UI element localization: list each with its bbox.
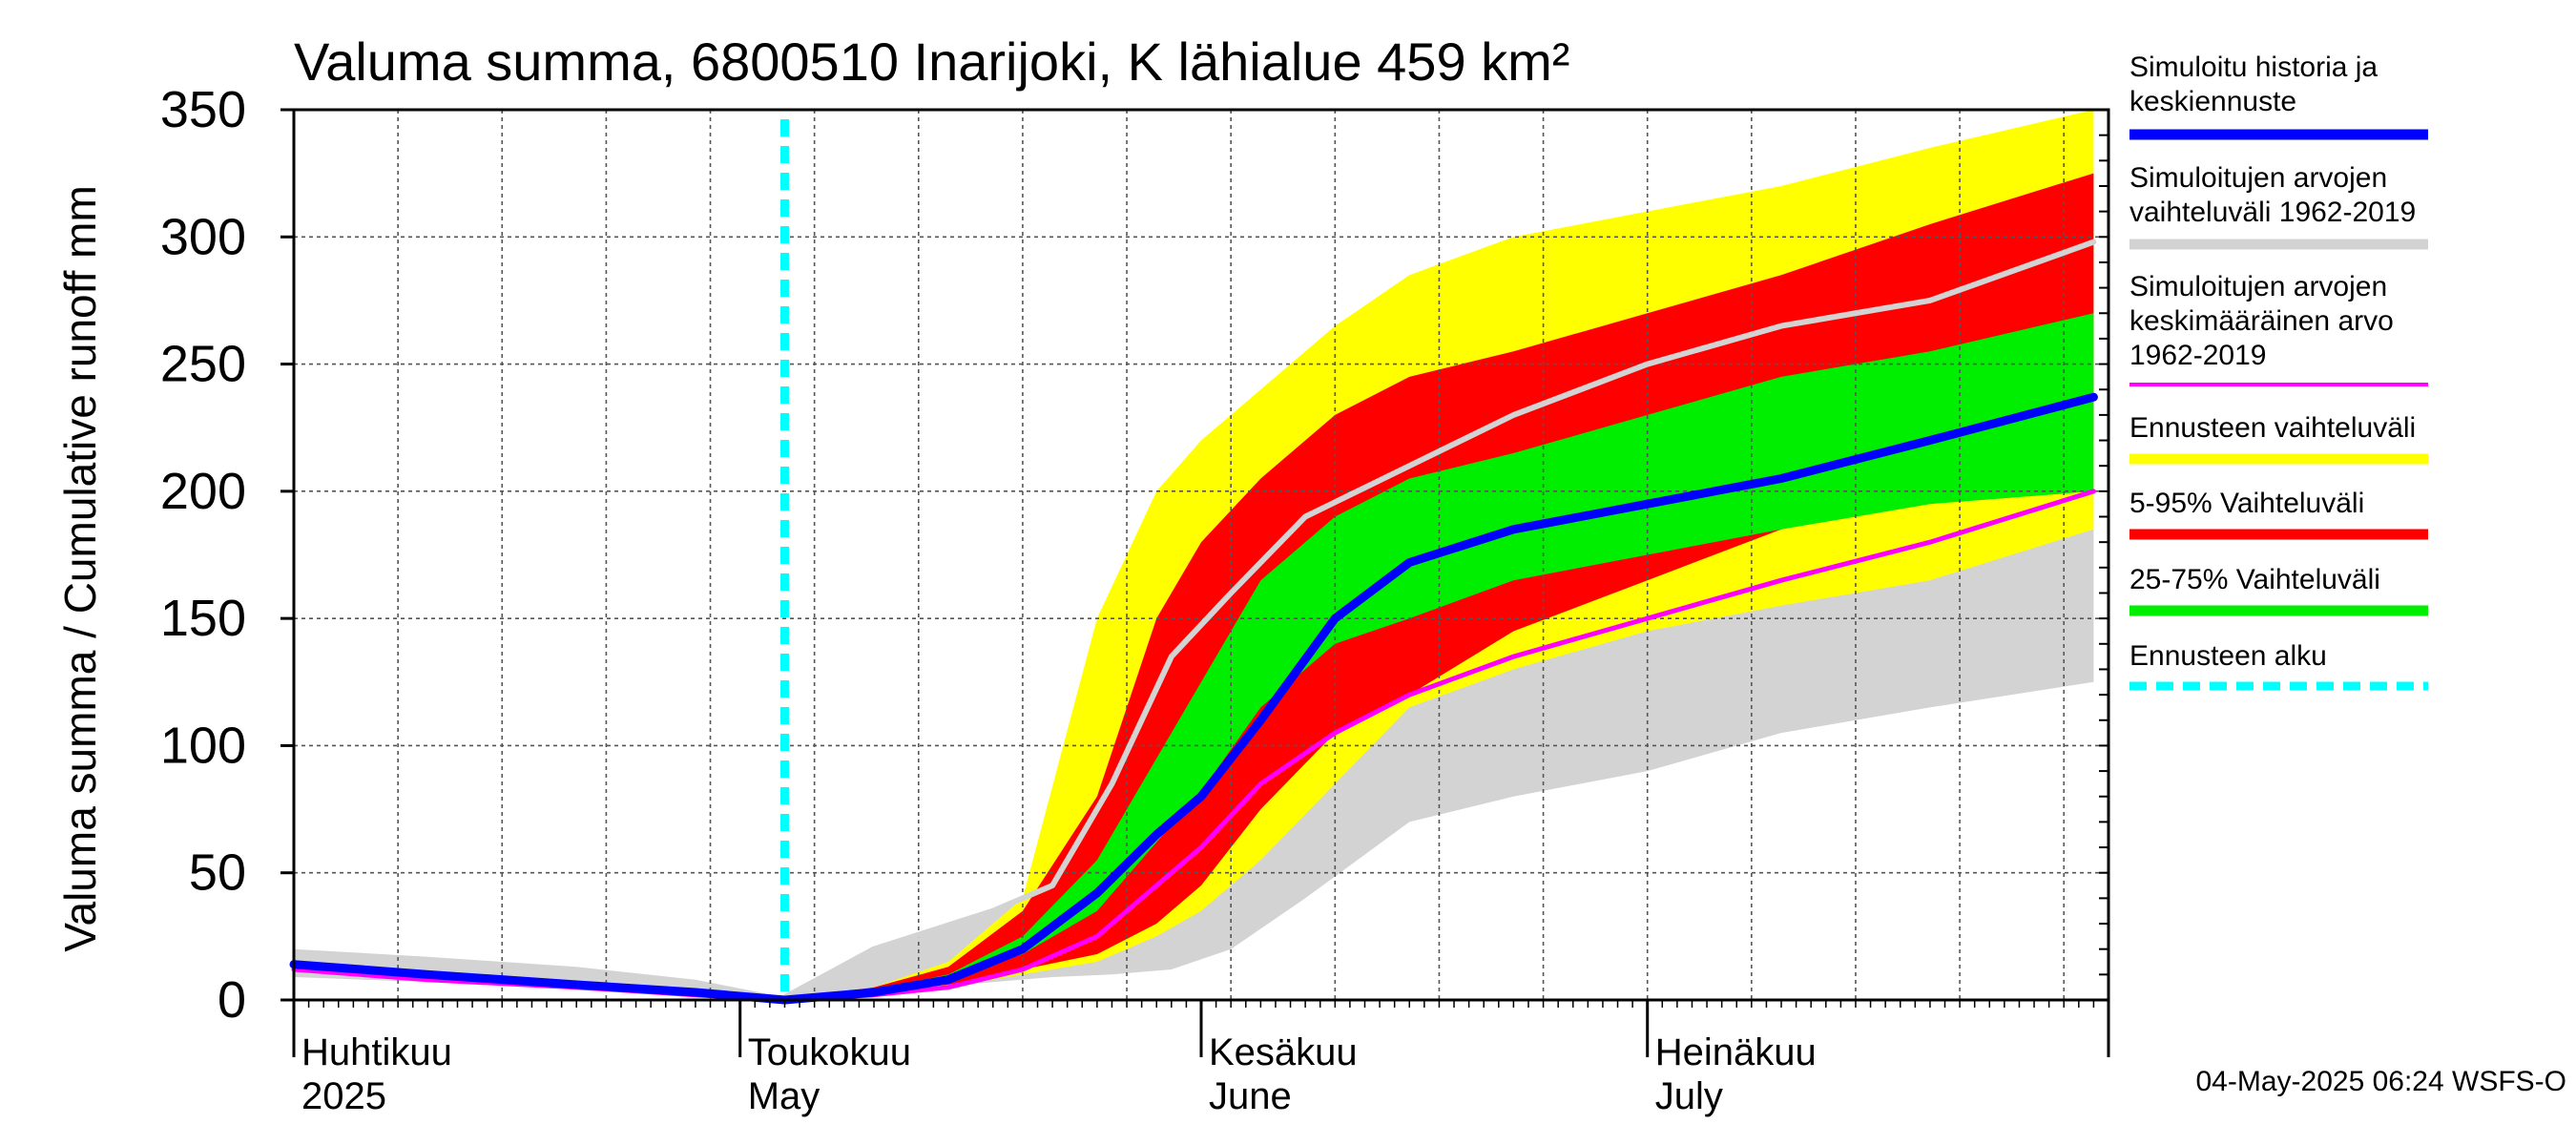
grid — [293, 109, 2109, 1001]
y-tick-label: 100 — [160, 717, 246, 774]
legend-label: 1962-2019 — [2129, 340, 2266, 371]
footer-timestamp: 04-May-2025 06:24 WSFS-O — [2196, 1066, 2567, 1097]
y-tick-label: 0 — [218, 971, 246, 1029]
y-tick-label: 150 — [160, 590, 246, 647]
legend-label: 25-75% Vaihteluväli — [2129, 564, 2380, 595]
legend-label: 5-95% Vaihteluväli — [2129, 488, 2364, 519]
legend-label: Simuloitujen arvojen — [2129, 271, 2387, 302]
legend-label: Simuloitu historia ja — [2129, 52, 2378, 83]
legend-label: keskimääräinen arvo — [2129, 305, 2394, 337]
history-upper-line — [781, 239, 2097, 1001]
legend-label: Simuloitujen arvojen — [2129, 162, 2387, 194]
x-month-sublabel: June — [1209, 1075, 1292, 1117]
y-axis-label: Valuma summa / Cumulative runoff mm — [55, 185, 105, 952]
x-month-label: Kesäkuu — [1209, 1031, 1358, 1073]
x-month-sublabel: 2025 — [301, 1075, 386, 1117]
y-tick-label: 250 — [160, 336, 246, 393]
x-month-sublabel: May — [748, 1075, 821, 1117]
chart-title: Valuma summa, 6800510 Inarijoki, K lähia… — [294, 31, 1569, 92]
forecast-line — [289, 392, 2098, 1005]
y-tick-label: 350 — [160, 81, 246, 138]
legend-label: Ennusteen vaihteluväli — [2129, 412, 2416, 444]
y-tick-label: 50 — [189, 844, 246, 902]
legend-label: vaihteluväli 1962-2019 — [2129, 197, 2416, 228]
legend-label: keskiennuste — [2129, 86, 2296, 117]
y-tick-label: 300 — [160, 208, 246, 265]
x-month-sublabel: July — [1655, 1075, 1723, 1117]
x-month-label: Huhtikuu — [301, 1031, 452, 1073]
legend-label: Ennusteen alku — [2129, 640, 2327, 672]
x-month-label: Toukokuu — [748, 1031, 911, 1073]
x-month-label: Heinäkuu — [1655, 1031, 1817, 1073]
y-tick-label: 200 — [160, 463, 246, 520]
